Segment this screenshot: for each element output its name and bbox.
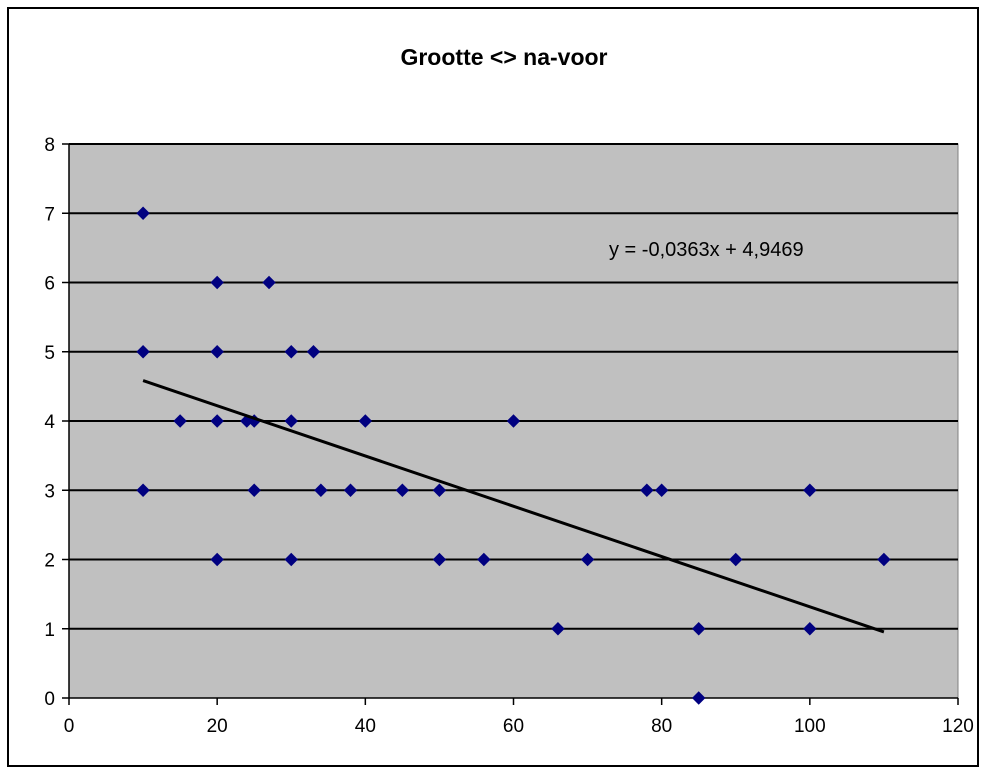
y-tick-label-2: 2 (44, 551, 55, 572)
chart-title: Grootte <> na-voor (400, 44, 607, 70)
data-point (284, 552, 298, 567)
data-point (284, 345, 298, 359)
data-point (314, 483, 328, 497)
data-point (477, 552, 491, 567)
y-tick-label-1: 1 (44, 620, 55, 641)
data-point (343, 483, 358, 497)
data-point (692, 691, 706, 705)
data-point (580, 552, 595, 567)
data-point (551, 622, 565, 636)
trendline (142, 379, 885, 634)
scatter-chart: Grootte <> na-voor 0 1 2 3 4 5 6 7 8 0 20 40 60 80 10… (44, 44, 974, 737)
y-tick-label-6: 6 (44, 274, 55, 295)
x-tick-label-80: 80 (651, 716, 672, 737)
data-point (358, 414, 373, 428)
y-tick-label-0: 0 (44, 689, 55, 710)
data-point (173, 414, 187, 428)
data-point (729, 552, 743, 567)
y-tick-label-5: 5 (44, 343, 55, 364)
x-tick-label-40: 40 (355, 716, 376, 737)
data-point (803, 622, 817, 636)
data-point (506, 414, 521, 428)
data-point (210, 414, 224, 428)
data-point (210, 345, 224, 359)
data-point (654, 483, 669, 497)
x-tick-label-100: 100 (794, 716, 826, 737)
data-point (692, 622, 706, 636)
data-point (136, 483, 150, 497)
y-axis-ticks: 0 1 2 3 4 5 6 7 8 (44, 135, 69, 710)
data-point (210, 552, 224, 567)
y-tick-label-7: 7 (44, 204, 55, 225)
x-axis-ticks: 0 20 40 60 80 100 120 (64, 698, 974, 737)
data-point (306, 345, 321, 359)
x-tick-label-120: 120 (942, 716, 974, 737)
x-tick-label-20: 20 (207, 716, 228, 737)
data-point (136, 206, 150, 220)
data-point (284, 414, 298, 428)
data-point (262, 275, 276, 290)
data-point (803, 483, 817, 497)
y-tick-label-3: 3 (44, 481, 55, 502)
chart-frame: Grootte <> na-voor 0 1 2 3 4 5 6 7 8 0 20 40 60 80 10… (7, 7, 979, 767)
x-tick-label-0: 0 (64, 716, 75, 737)
data-point (432, 552, 447, 567)
trendline-equation: y = -0,0363x + 4,9469 (609, 239, 804, 261)
data-point (136, 345, 150, 359)
data-point (210, 275, 224, 290)
data-point (432, 483, 447, 497)
data-point (395, 483, 410, 497)
data-point (640, 483, 654, 497)
y-tick-label-8: 8 (44, 135, 55, 156)
trendline-group (142, 379, 885, 634)
data-points (136, 206, 891, 705)
data-point (247, 483, 261, 497)
data-point (877, 552, 891, 567)
x-tick-label-60: 60 (503, 716, 524, 737)
y-tick-label-4: 4 (44, 412, 55, 433)
